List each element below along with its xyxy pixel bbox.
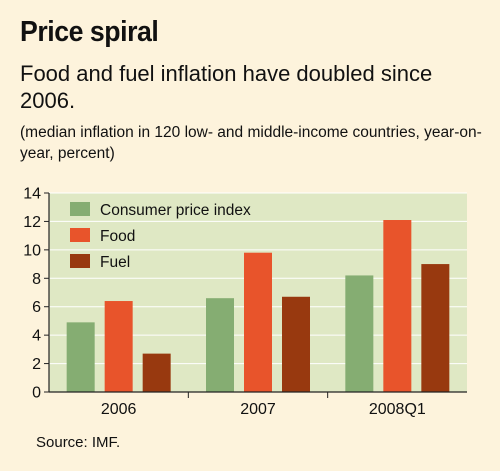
y-tick-label: 8: [32, 271, 41, 288]
legend-swatch: [70, 228, 90, 242]
x-tick-label: 2008Q1: [369, 401, 426, 418]
legend-swatch: [70, 202, 90, 216]
legend-label: Consumer price index: [100, 202, 251, 219]
y-tick-label: 12: [23, 214, 41, 231]
x-tick-label: 2007: [240, 401, 276, 418]
y-tick-label: 2: [32, 356, 41, 373]
legend-label: Food: [100, 228, 135, 245]
y-tick-label: 10: [23, 242, 41, 259]
bar-consumer-price-index-2007: [206, 298, 234, 392]
bar-fuel-2006: [142, 353, 171, 392]
chart-subtitle: Food and fuel inflation have doubled sin…: [20, 61, 433, 113]
source-note: Source: IMF.: [36, 434, 121, 451]
y-tick-label: 6: [32, 299, 41, 316]
bar-food-2007: [244, 252, 272, 392]
legend-label: Fuel: [100, 254, 130, 271]
bar-consumer-price-index-2006: [66, 322, 95, 392]
y-tick-label: 14: [23, 186, 41, 203]
legend-swatch: [70, 254, 90, 268]
bar-consumer-price-index-2008q1: [345, 275, 374, 392]
bar-fuel-2007: [282, 296, 310, 392]
chart-note: (median inflation in 120 low- and middle…: [20, 124, 482, 162]
y-tick-label: 0: [32, 385, 41, 402]
bar-food-2008q1: [383, 220, 412, 392]
x-tick-label: 2006: [101, 401, 137, 418]
bar-food-2006: [104, 301, 133, 392]
chart-title: Price spiral: [20, 16, 159, 48]
y-tick-label: 4: [32, 328, 41, 345]
bar-fuel-2008q1: [421, 264, 450, 392]
